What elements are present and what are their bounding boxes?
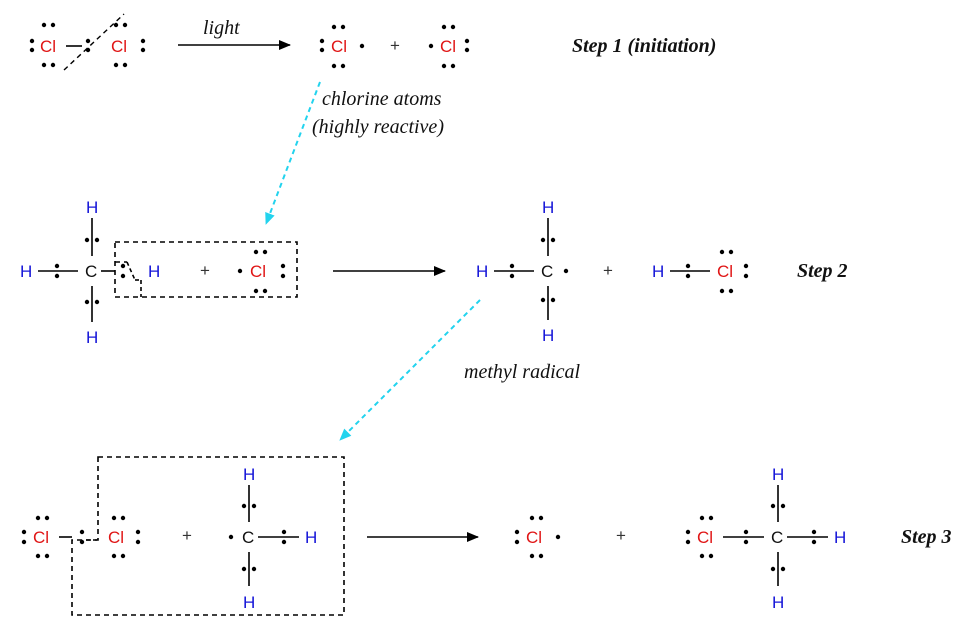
atom-cl: Cl (111, 37, 127, 56)
step3-cl2: Cl Cl (21, 515, 141, 559)
atom-h: H (20, 262, 32, 281)
step1-label: Step 1 (initiation) (572, 35, 716, 57)
atom-cl: Cl (40, 37, 56, 56)
step1-reactant-cl2: Cl Cl (29, 13, 146, 71)
atom-h: H (834, 528, 846, 547)
atom-h: H (148, 262, 160, 281)
atom-c: C (242, 528, 254, 547)
atom-h: H (542, 198, 554, 217)
step2-label: Step 2 (797, 260, 848, 282)
reacting-species-box (114, 241, 298, 298)
homolytic-cleavage-line (63, 13, 125, 71)
atom-h: H (86, 198, 98, 217)
atom-cl: Cl (697, 528, 713, 547)
atom-cl: Cl (250, 262, 266, 281)
atom-cl: Cl (440, 37, 456, 56)
atom-h: H (305, 528, 317, 547)
electron-pairs (685, 503, 817, 572)
atom-h: H (652, 262, 664, 281)
chlorine-atoms-label: chlorine atoms (322, 88, 442, 110)
methyl-radical-label: methyl radical (464, 361, 581, 383)
atom-h: H (243, 593, 255, 612)
bonding-pairs (228, 503, 287, 572)
step2-methane: H C H H H (20, 198, 160, 347)
atom-h: H (542, 326, 554, 345)
lone-pairs (21, 515, 141, 559)
cleavage-marker (126, 261, 136, 281)
atom-h: H (772, 593, 784, 612)
highlight-arrow (265, 81, 321, 225)
plus-sign: + (390, 36, 400, 55)
step3-cl-radical: Cl (514, 515, 561, 559)
step3-methyl-radical: C H H H (228, 465, 317, 612)
atom-cl: Cl (331, 37, 347, 56)
light-label: light (203, 17, 240, 39)
step1-product-cl-radical-2: Cl (428, 24, 470, 69)
lone-pairs (29, 22, 146, 68)
step2-cl-radical: Cl (237, 249, 286, 294)
lone-pairs (237, 249, 286, 294)
atom-c: C (541, 262, 553, 281)
plus-sign: + (616, 526, 626, 545)
highly-reactive-label: (highly reactive) (312, 116, 444, 138)
step3-chloromethane: Cl C H H H (685, 465, 846, 612)
step1-product-cl-radical-1: Cl (319, 24, 365, 69)
plus-sign: + (200, 261, 210, 280)
atom-c: C (771, 528, 783, 547)
highlight-arrow (339, 299, 481, 441)
atom-cl: Cl (33, 528, 49, 547)
atom-h: H (86, 328, 98, 347)
bonding-pairs (509, 237, 569, 303)
atom-h: H (772, 465, 784, 484)
atom-cl: Cl (526, 528, 542, 547)
atom-cl: Cl (717, 262, 733, 281)
lone-pairs (319, 24, 365, 69)
step2-hcl: H Cl (652, 249, 749, 294)
plus-sign: + (603, 261, 613, 280)
electron-pairs (685, 249, 749, 294)
atom-h: H (243, 465, 255, 484)
bonding-pairs (54, 237, 126, 305)
atom-h: H (476, 262, 488, 281)
plus-sign: + (182, 526, 192, 545)
step2-methyl-radical: H C H H (476, 198, 569, 345)
step3-label: Step 3 (901, 526, 952, 548)
lone-pairs (428, 24, 470, 69)
atom-c: C (85, 262, 97, 281)
atom-cl: Cl (108, 528, 124, 547)
reacting-species-box (71, 456, 345, 616)
lone-pairs (514, 515, 561, 559)
step1-arrow: light (178, 17, 291, 50)
